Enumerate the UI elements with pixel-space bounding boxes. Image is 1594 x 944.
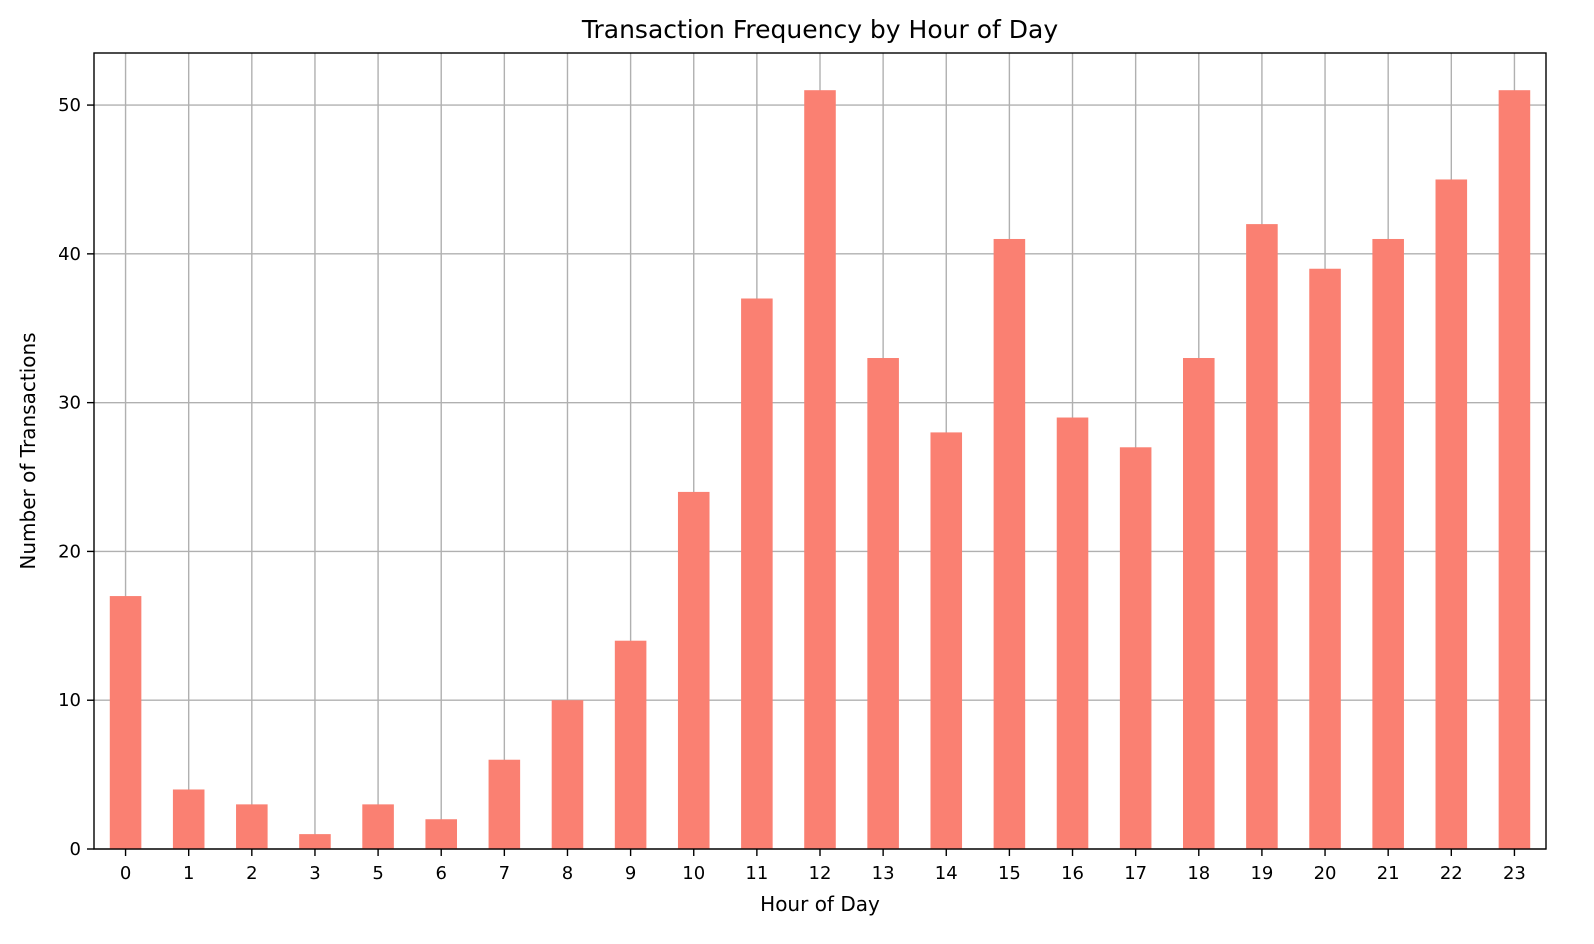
bars bbox=[109, 90, 1531, 850]
bar-hour-21 bbox=[1372, 238, 1404, 849]
x-tick-label: 21 bbox=[1377, 863, 1400, 884]
chart-title: Transaction Frequency by Hour of Day bbox=[581, 15, 1058, 44]
bar-hour-20 bbox=[1309, 268, 1341, 850]
x-tick-label: 0 bbox=[120, 863, 131, 884]
bar-hour-5 bbox=[362, 804, 394, 849]
x-tick-label: 18 bbox=[1187, 863, 1210, 884]
x-tick-label: 14 bbox=[935, 863, 958, 884]
y-tick-label: 10 bbox=[58, 690, 81, 711]
x-tick-label: 5 bbox=[372, 863, 383, 884]
y-tick-label: 50 bbox=[58, 95, 81, 116]
bar-hour-16 bbox=[1056, 417, 1089, 849]
bar-hour-7 bbox=[488, 759, 521, 849]
x-axis-label: Hour of Day bbox=[760, 892, 880, 916]
x-tick-label: 15 bbox=[998, 863, 1021, 884]
x-tick-label: 12 bbox=[809, 863, 832, 884]
bar-hour-22 bbox=[1435, 179, 1468, 849]
bar-hour-18 bbox=[1183, 358, 1215, 849]
x-tick-label: 20 bbox=[1314, 863, 1337, 884]
x-tick-label: 2 bbox=[246, 863, 257, 884]
x-tick-label: 9 bbox=[625, 863, 636, 884]
y-tick-label: 0 bbox=[70, 839, 81, 860]
bar-hour-9 bbox=[614, 640, 647, 849]
y-tick-label: 40 bbox=[58, 244, 81, 265]
x-tick-label: 22 bbox=[1440, 863, 1463, 884]
x-tick-label: 3 bbox=[309, 863, 320, 884]
bar-hour-11 bbox=[741, 298, 773, 849]
x-tick-label: 16 bbox=[1061, 863, 1084, 884]
bar-hour-8 bbox=[551, 700, 584, 849]
x-tick-label: 7 bbox=[499, 863, 510, 884]
bar-hour-1 bbox=[172, 789, 205, 849]
bar-hour-13 bbox=[867, 358, 899, 849]
bar-hour-0 bbox=[109, 596, 142, 849]
bar-hour-2 bbox=[236, 804, 268, 849]
x-tick-label: 11 bbox=[745, 863, 768, 884]
x-tick-label: 1 bbox=[183, 863, 194, 884]
x-tick-label: 10 bbox=[682, 863, 705, 884]
bar-hour-17 bbox=[1119, 447, 1152, 849]
bar-hour-19 bbox=[1246, 224, 1278, 850]
x-tick-label: 6 bbox=[435, 863, 446, 884]
y-tick-label: 20 bbox=[58, 541, 81, 562]
bar-hour-23 bbox=[1498, 90, 1531, 849]
x-tick-label: 17 bbox=[1124, 863, 1147, 884]
bar-hour-15 bbox=[993, 238, 1026, 849]
bar-hour-3 bbox=[299, 834, 331, 849]
x-tick-label: 23 bbox=[1503, 863, 1526, 884]
bar-hour-12 bbox=[804, 90, 836, 849]
y-tick-label: 30 bbox=[58, 393, 81, 414]
y-axis-ticks: 0 10 20 30 40 50 bbox=[58, 95, 94, 860]
x-tick-label: 8 bbox=[562, 863, 573, 884]
x-axis-ticks: 0 1 2 3 5 6 7 8 9 10 11 12 13 14 15 16 17 18 19 20 21 22 23 bbox=[120, 849, 1526, 884]
y-axis-label: Number of Transactions bbox=[16, 332, 40, 569]
bar-hour-6 bbox=[425, 819, 457, 849]
x-tick-label: 13 bbox=[872, 863, 895, 884]
x-tick-label: 19 bbox=[1250, 863, 1273, 884]
bar-hour-10 bbox=[677, 491, 710, 849]
bar-hour-14 bbox=[930, 432, 963, 849]
